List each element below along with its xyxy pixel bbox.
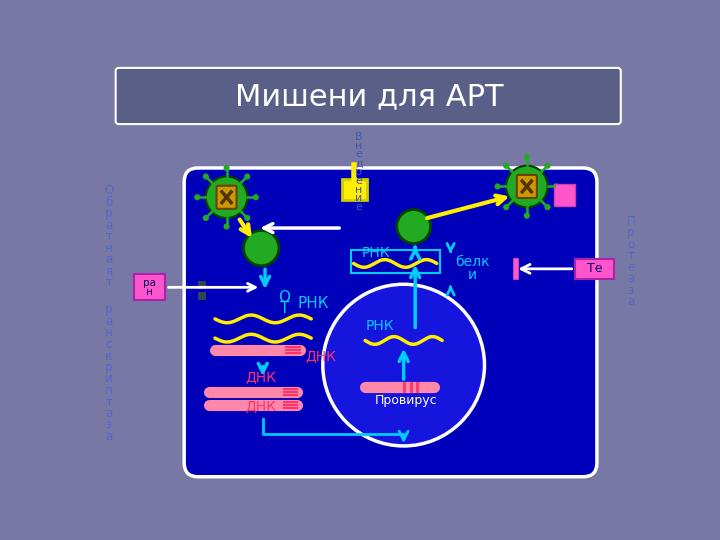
Text: Т: Т <box>279 301 289 315</box>
Text: ДНК: ДНК <box>306 349 337 363</box>
Circle shape <box>223 224 230 230</box>
Circle shape <box>243 231 279 266</box>
Circle shape <box>523 213 530 219</box>
Circle shape <box>203 215 209 221</box>
Text: О
б
р
а
т
н
а
я
т: О б р а т н а я т <box>104 184 113 289</box>
FancyBboxPatch shape <box>517 175 537 198</box>
Text: р
а
н
с
к
р
и
п
т
а
з
а: р а н с к р и п т а з а <box>105 303 112 443</box>
Text: О: О <box>279 290 290 305</box>
FancyBboxPatch shape <box>134 274 165 300</box>
FancyBboxPatch shape <box>217 186 237 209</box>
Circle shape <box>544 204 551 210</box>
Circle shape <box>506 166 548 207</box>
Circle shape <box>203 173 209 180</box>
Bar <box>554 184 575 206</box>
FancyBboxPatch shape <box>342 179 366 200</box>
Circle shape <box>244 173 251 180</box>
Text: В
н
е
д
р
е
н
и
е: В н е д р е н и е <box>355 132 363 212</box>
Circle shape <box>194 194 200 200</box>
FancyBboxPatch shape <box>184 168 597 477</box>
Text: РНК: РНК <box>297 296 329 311</box>
Circle shape <box>503 204 509 210</box>
Circle shape <box>244 215 251 221</box>
Circle shape <box>397 210 431 244</box>
Bar <box>198 292 206 300</box>
Circle shape <box>544 163 551 169</box>
Text: Мишени для АРТ: Мишени для АРТ <box>235 83 503 112</box>
Circle shape <box>495 184 500 190</box>
Text: Провирус: Провирус <box>374 394 437 407</box>
Text: Те: Те <box>587 262 603 275</box>
FancyBboxPatch shape <box>116 68 621 124</box>
Circle shape <box>253 194 259 200</box>
Bar <box>351 251 440 273</box>
Text: П
р
о
т
е
а
з
а: П р о т е а з а <box>626 215 635 308</box>
FancyBboxPatch shape <box>575 259 614 279</box>
Text: ра
н: ра н <box>143 278 156 297</box>
Text: РНК: РНК <box>361 246 390 260</box>
Text: ДНК: ДНК <box>246 399 276 413</box>
Text: РНК: РНК <box>365 319 394 333</box>
Circle shape <box>223 165 230 171</box>
Bar <box>198 281 206 289</box>
Circle shape <box>206 177 248 218</box>
Circle shape <box>503 163 509 169</box>
Circle shape <box>523 154 530 160</box>
Text: белк
и: белк и <box>455 255 490 282</box>
Circle shape <box>323 284 485 446</box>
Text: ДНК: ДНК <box>246 370 276 384</box>
Circle shape <box>553 184 559 190</box>
